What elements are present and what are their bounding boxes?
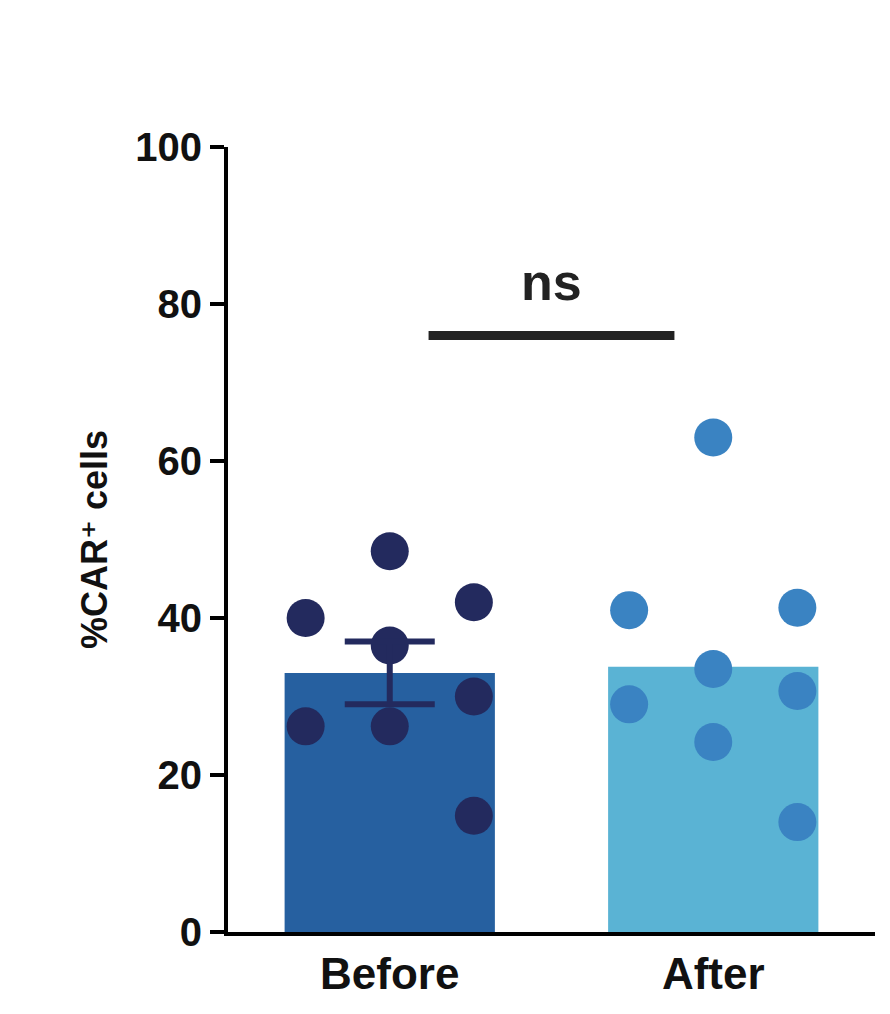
svg-text:20: 20 (158, 753, 203, 797)
svg-text:100: 100 (135, 125, 202, 169)
svg-text:0: 0 (180, 910, 202, 954)
svg-text:%CAR⁺ cells: %CAR⁺ cells (74, 430, 115, 649)
svg-text:After: After (662, 949, 765, 998)
svg-text:60: 60 (158, 439, 203, 483)
svg-text:80: 80 (158, 282, 203, 326)
svg-text:Before: Before (320, 949, 459, 998)
svg-text:ns: ns (521, 253, 582, 311)
svg-text:40: 40 (158, 596, 203, 640)
